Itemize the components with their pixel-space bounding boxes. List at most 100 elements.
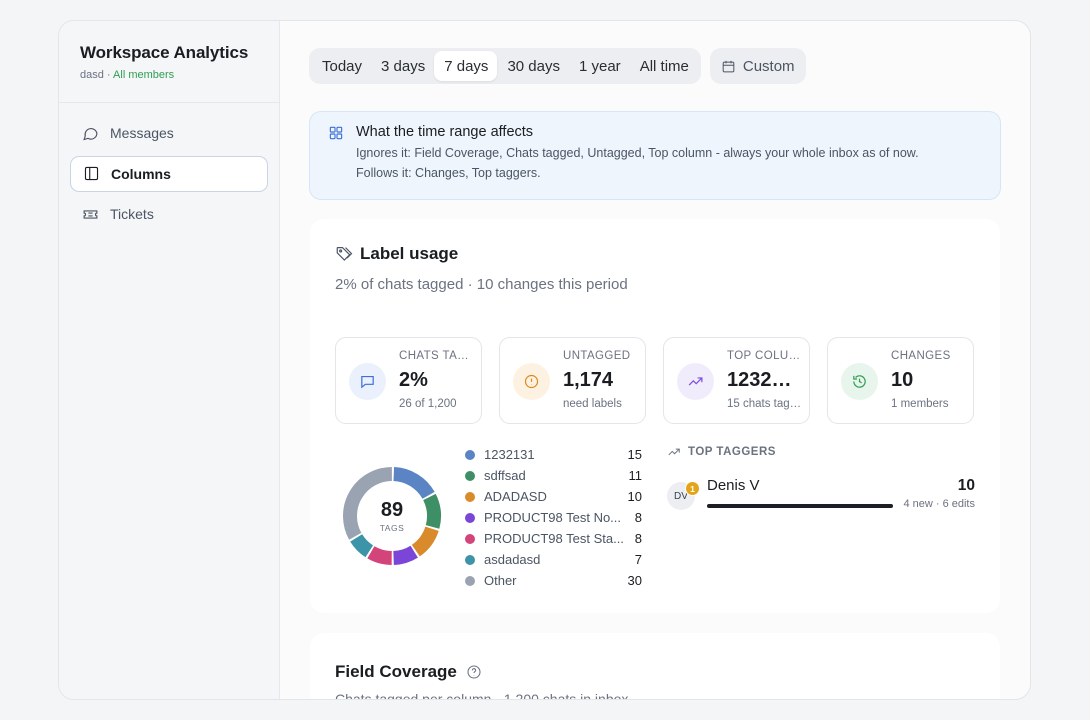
legend-label: PRODUCT98 Test No... bbox=[484, 510, 622, 525]
sidebar-item-tickets[interactable]: Tickets bbox=[70, 196, 268, 232]
trending-up-icon bbox=[668, 448, 680, 456]
legend-label: ADADASD bbox=[484, 489, 547, 504]
legend-dot bbox=[465, 491, 475, 502]
range-all-time[interactable]: All time bbox=[639, 57, 689, 75]
donut-slice-2[interactable] bbox=[411, 526, 439, 557]
card-subtitle: 2% of chats tagged · 10 changes this per… bbox=[335, 276, 628, 293]
tagger-row[interactable]: DV 1 Denis V 10 4 new · 6 edits bbox=[667, 477, 975, 517]
range-30-days[interactable]: 30 days bbox=[507, 57, 560, 75]
stat-note: need labels bbox=[563, 398, 622, 410]
donut-center: 89 TAGS bbox=[340, 464, 444, 568]
columns-icon bbox=[84, 166, 99, 181]
custom-range-label: Custom bbox=[742, 57, 795, 75]
brand: Workspace Analytics dasd · All members bbox=[59, 21, 279, 103]
stat-label: CHANGES bbox=[891, 350, 951, 362]
workspace-name: dasd bbox=[80, 69, 104, 81]
donut-legend: 1232131 15 sdffsad 11 ADADASD 10 PRODUCT98 Tes… bbox=[465, 444, 642, 591]
all-members-link[interactable]: All members bbox=[113, 69, 175, 81]
donut-total: 89 bbox=[380, 498, 404, 521]
legend-item[interactable]: PRODUCT98 Test Sta... 8 bbox=[465, 528, 642, 549]
avatar-initials: DV bbox=[674, 490, 688, 502]
stat-icon-bg bbox=[841, 363, 878, 400]
avatar: DV 1 bbox=[667, 481, 700, 510]
stat-icon-bg bbox=[349, 363, 386, 400]
donut-slice-4[interactable] bbox=[367, 546, 393, 565]
stat-icon-bg bbox=[513, 363, 550, 400]
legend-item[interactable]: PRODUCT98 Test No... 8 bbox=[465, 507, 642, 528]
trending-up-icon bbox=[688, 377, 703, 386]
custom-range-button[interactable]: Custom bbox=[709, 48, 806, 84]
stat-changes: CHANGES 10 1 members bbox=[827, 337, 974, 424]
stat-cards: CHATS TAGGED 2% 26 of 1,200 UNTAGGED 1,1… bbox=[335, 337, 991, 424]
legend-count: 8 bbox=[634, 510, 642, 525]
range-3-days[interactable]: 3 days bbox=[381, 57, 426, 75]
field-coverage-card: Field Coverage Chats tagged per column ·… bbox=[310, 633, 1000, 699]
stat-value: 10 bbox=[891, 369, 914, 391]
donut-slice-1[interactable] bbox=[423, 493, 441, 529]
info-follows: Follows it: Changes, Top taggers. bbox=[356, 166, 541, 180]
help-circle-svg bbox=[467, 665, 481, 679]
time-range-group: Today 3 days 7 days 30 days 1 year All t… bbox=[309, 48, 701, 84]
app-window: Workspace Analytics dasd · All members M… bbox=[58, 20, 1031, 700]
stat-label: TOP COLUMN bbox=[727, 350, 803, 362]
top-taggers-header: TOP TAGGERS bbox=[667, 445, 975, 459]
time-range-bar: Today 3 days 7 days 30 days 1 year All t… bbox=[309, 48, 1030, 84]
stat-value: 2% bbox=[399, 369, 428, 391]
info-title: What the time range affects bbox=[356, 124, 534, 140]
stat-chats-tagged: CHATS TAGGED 2% 26 of 1,200 bbox=[335, 337, 482, 424]
donut-slice-3[interactable] bbox=[392, 545, 418, 565]
donut-slice-0[interactable] bbox=[393, 467, 435, 500]
legend-item[interactable]: sdffsad 11 bbox=[465, 465, 642, 486]
legend-count: 10 bbox=[627, 489, 642, 504]
legend-count: 11 bbox=[628, 468, 643, 483]
help-icon[interactable] bbox=[466, 664, 482, 680]
time-range-info-box: What the time range affects Ignores it: … bbox=[309, 111, 1001, 200]
legend-item[interactable]: ADADASD 10 bbox=[465, 486, 642, 507]
sidebar-item-label: Messages bbox=[110, 125, 174, 141]
sidebar-item-columns[interactable]: Columns bbox=[70, 155, 268, 192]
range-today[interactable]: Today bbox=[322, 57, 363, 75]
donut-slice-6[interactable] bbox=[343, 467, 393, 540]
app-title: Workspace Analytics bbox=[80, 43, 249, 62]
legend-label: sdffsad bbox=[484, 468, 526, 483]
legend-item[interactable]: asdadasd 7 bbox=[465, 549, 642, 570]
sidebar-item-label: Columns bbox=[111, 165, 171, 182]
legend-label: Other bbox=[484, 573, 517, 588]
stat-untagged: UNTAGGED 1,174 need labels bbox=[499, 337, 646, 424]
tagger-meta: 4 new · 6 edits bbox=[903, 498, 975, 510]
donut-slice-5[interactable] bbox=[350, 533, 374, 558]
legend-label: asdadasd bbox=[484, 552, 541, 567]
field-coverage-header: Field Coverage bbox=[335, 662, 482, 682]
tags-donut-chart: 89 TAGS bbox=[340, 464, 444, 568]
alert-circle-icon bbox=[524, 374, 539, 389]
legend-count: 7 bbox=[634, 552, 642, 567]
stat-value: 1,174 bbox=[563, 369, 614, 391]
tag-icon bbox=[336, 247, 353, 261]
legend-label: PRODUCT98 Test Sta... bbox=[484, 531, 624, 546]
legend-label: 1232131 bbox=[484, 447, 535, 462]
top-taggers: TOP TAGGERS DV 1 Denis V 10 4 new · 6 ed… bbox=[667, 445, 975, 517]
stat-label: CHATS TAGGED bbox=[399, 350, 475, 362]
legend-count: 8 bbox=[634, 531, 642, 546]
stat-note: 15 chats tagged bbox=[727, 398, 803, 410]
range-7-days[interactable]: 7 days bbox=[434, 51, 498, 81]
stat-icon-bg bbox=[677, 363, 714, 400]
legend-dot bbox=[465, 470, 475, 481]
tagger-name: Denis V bbox=[707, 477, 760, 494]
sidebar-nav: Messages Columns Tickets bbox=[59, 103, 279, 249]
legend-item[interactable]: Other 30 bbox=[465, 570, 642, 591]
legend-item[interactable]: 1232131 15 bbox=[465, 444, 642, 465]
legend-dot bbox=[465, 512, 475, 523]
donut-svg bbox=[343, 467, 441, 565]
label-usage-card: Label usage 2% of chats tagged · 10 chan… bbox=[310, 219, 1000, 613]
legend-dot bbox=[465, 575, 475, 586]
card-title: Label usage bbox=[360, 244, 459, 263]
sidebar-item-messages[interactable]: Messages bbox=[70, 115, 268, 151]
legend-count: 30 bbox=[627, 573, 642, 588]
message-icon bbox=[83, 127, 98, 140]
legend-dot bbox=[465, 449, 475, 460]
ticket-icon bbox=[83, 209, 98, 219]
range-1-year[interactable]: 1 year bbox=[578, 57, 621, 75]
separator: · bbox=[106, 69, 111, 81]
chat-icon bbox=[361, 375, 374, 389]
